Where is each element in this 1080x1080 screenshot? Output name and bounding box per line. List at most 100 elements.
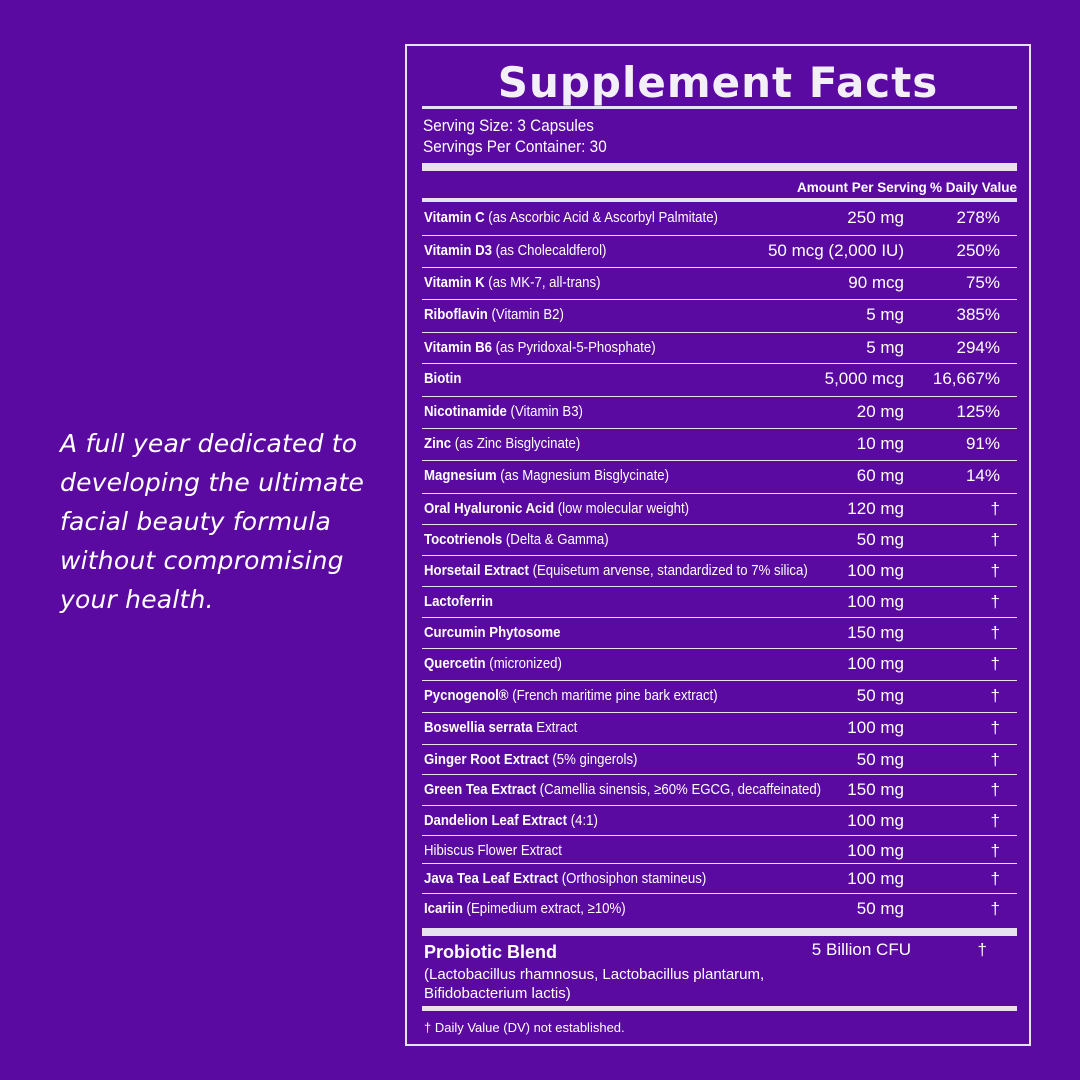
nutrient-row: Biotin 5,000 mcg 16,667%	[422, 364, 1017, 397]
rule-bottom	[422, 1006, 1017, 1011]
nutrient-name: Horsetail Extract (Equisetum arvense, st…	[424, 562, 808, 579]
nutrient-amount: 60 mg	[856, 466, 904, 485]
servings-per-container: Servings Per Container: 30	[423, 137, 607, 156]
nutrient-daily-value: 294%	[956, 338, 1000, 357]
nutrient-name: Pycnogenol® (French maritime pine bark e…	[424, 687, 718, 704]
column-header-amount: Amount Per Serving	[797, 180, 927, 195]
nutrient-row: Riboflavin (Vitamin B2) 5 mg 385%	[422, 300, 1017, 333]
serving-size: Serving Size: 3 Capsules	[423, 116, 594, 135]
nutrient-name: Curcumin Phytosome	[424, 624, 561, 641]
nutrient-row: Vitamin C (as Ascorbic Acid & Ascorbyl P…	[422, 203, 1017, 236]
nutrient-name: Hibiscus Flower Extract	[424, 842, 562, 859]
nutrient-daily-value: †	[990, 623, 1000, 642]
nutrient-amount: 5,000 mcg	[824, 369, 904, 388]
nutrient-name: Nicotinamide (Vitamin B3)	[424, 403, 583, 420]
nutrient-row: Tocotrienols (Delta & Gamma) 50 mg †	[422, 525, 1017, 556]
nutrient-row: Quercetin (micronized) 100 mg †	[422, 649, 1017, 681]
nutrient-amount: 50 mg	[856, 750, 904, 769]
nutrient-daily-value: †	[990, 780, 1000, 799]
nutrient-amount: 100 mg	[847, 654, 904, 673]
nutrient-daily-value: †	[990, 686, 1000, 705]
rule-header	[422, 198, 1017, 202]
nutrient-name: Vitamin C (as Ascorbic Acid & Ascorbyl P…	[424, 209, 718, 226]
nutrient-name: Tocotrienols (Delta & Gamma)	[424, 531, 609, 548]
footnote: † Daily Value (DV) not established.	[424, 1020, 625, 1035]
nutrient-daily-value: †	[990, 750, 1000, 769]
nutrient-daily-value: 278%	[956, 208, 1000, 227]
nutrient-daily-value: †	[990, 499, 1000, 518]
nutrient-row: Oral Hyaluronic Acid (low molecular weig…	[422, 494, 1017, 525]
blend-dv: †	[977, 940, 987, 959]
nutrient-row: Zinc (as Zinc Bisglycinate) 10 mg 91%	[422, 429, 1017, 461]
nutrient-amount: 5 mg	[866, 305, 904, 324]
nutrient-name: Vitamin D3 (as Cholecaldferol)	[424, 242, 607, 259]
nutrient-daily-value: 75%	[965, 273, 1000, 292]
nutrient-amount: 100 mg	[847, 592, 904, 611]
nutrient-row: Vitamin B6 (as Pyridoxal-5-Phosphate) 5 m…	[422, 333, 1017, 364]
nutrient-row: Green Tea Extract (Camellia sinensis, ≥6…	[422, 775, 1017, 806]
nutrient-name: Boswellia serrata Extract	[424, 719, 578, 736]
probiotic-blend: Probiotic Blend (Lactobacillus rhamnosus…	[424, 942, 854, 1003]
panel-title: Supplement Facts	[497, 58, 939, 107]
nutrient-daily-value: †	[990, 899, 1000, 918]
nutrient-daily-value: †	[990, 561, 1000, 580]
blend-amount: 5 Billion CFU	[811, 940, 911, 959]
nutrient-row: Pycnogenol® (French maritime pine bark e…	[422, 681, 1017, 713]
nutrient-amount: 150 mg	[847, 623, 904, 642]
nutrient-name: Dandelion Leaf Extract (4:1)	[424, 812, 598, 829]
nutrient-daily-value: †	[990, 869, 1000, 888]
nutrient-row: Dandelion Leaf Extract (4:1) 100 mg †	[422, 806, 1017, 836]
nutrient-amount: 100 mg	[847, 561, 904, 580]
nutrient-name: Java Tea Leaf Extract (Orthosiphon stami…	[424, 870, 707, 887]
rule-top	[422, 106, 1017, 109]
nutrient-daily-value: 125%	[956, 402, 1000, 421]
nutrient-daily-value: †	[990, 718, 1000, 737]
nutrient-amount: 100 mg	[847, 718, 904, 737]
nutrient-amount: 50 mg	[856, 686, 904, 705]
supplement-facts-panel: Supplement Facts Serving Size: 3 Capsule…	[405, 44, 1031, 1046]
nutrient-amount: 20 mg	[856, 402, 904, 421]
rule-thick	[422, 163, 1017, 171]
blend-description: (Lactobacillus rhamnosus, Lactobacillus …	[424, 966, 765, 1002]
nutrient-name: Quercetin (micronized)	[424, 655, 562, 672]
nutrient-row: Java Tea Leaf Extract (Orthosiphon stami…	[422, 864, 1017, 894]
nutrient-name: Green Tea Extract (Camellia sinensis, ≥6…	[424, 781, 822, 798]
nutrient-name: Icariin (Epimedium extract, ≥10%)	[424, 900, 626, 917]
nutrient-name: Zinc (as Zinc Bisglycinate)	[424, 435, 581, 452]
rule-blend	[422, 928, 1017, 936]
nutrient-amount: 50 mg	[856, 530, 904, 549]
nutrient-amount: 250 mg	[847, 208, 904, 227]
nutrient-row: Lactoferrin 100 mg †	[422, 587, 1017, 618]
nutrient-daily-value: †	[990, 654, 1000, 673]
column-header-dv: % Daily Value	[929, 180, 1017, 195]
nutrient-amount: 10 mg	[856, 434, 904, 453]
nutrient-amount: 120 mg	[847, 499, 904, 518]
nutrient-name: Vitamin K (as MK-7, all-trans)	[424, 274, 601, 291]
nutrient-daily-value: 91%	[965, 434, 1000, 453]
nutrient-amount: 100 mg	[847, 811, 904, 830]
nutrient-name: Riboflavin (Vitamin B2)	[424, 306, 564, 323]
nutrient-daily-value: †	[990, 530, 1000, 549]
nutrient-name: Biotin	[424, 370, 462, 387]
nutrient-row: Ginger Root Extract (5% gingerols) 50 mg †	[422, 745, 1017, 775]
nutrient-amount: 90 mcg	[848, 273, 904, 292]
nutrient-name: Lactoferrin	[424, 593, 493, 610]
nutrient-amount: 100 mg	[847, 841, 904, 860]
nutrient-row: Vitamin K (as MK-7, all-trans) 90 mcg 75%	[422, 268, 1017, 300]
tagline: A full year dedicated to developing the …	[60, 429, 365, 614]
nutrient-row: Horsetail Extract (Equisetum arvense, st…	[422, 556, 1017, 587]
nutrient-daily-value: 250%	[956, 241, 1000, 260]
nutrient-row: Nicotinamide (Vitamin B3) 20 mg 125%	[422, 397, 1017, 429]
nutrient-daily-value: †	[990, 841, 1000, 860]
nutrient-amount: 150 mg	[847, 780, 904, 799]
nutrient-name: Ginger Root Extract (5% gingerols)	[424, 751, 638, 768]
nutrient-daily-value: †	[990, 811, 1000, 830]
nutrient-name: Oral Hyaluronic Acid (low molecular weig…	[424, 500, 690, 517]
nutrient-amount: 50 mg	[856, 899, 904, 918]
nutrient-daily-value: 16,667%	[932, 369, 1000, 388]
nutrient-row: Hibiscus Flower Extract 100 mg †	[422, 836, 1017, 864]
nutrient-amount: 100 mg	[847, 869, 904, 888]
nutrient-daily-value: 385%	[956, 305, 1000, 324]
nutrient-row: Magnesium (as Magnesium Bisglycinate) 60 …	[422, 461, 1017, 494]
nutrient-daily-value: †	[990, 592, 1000, 611]
